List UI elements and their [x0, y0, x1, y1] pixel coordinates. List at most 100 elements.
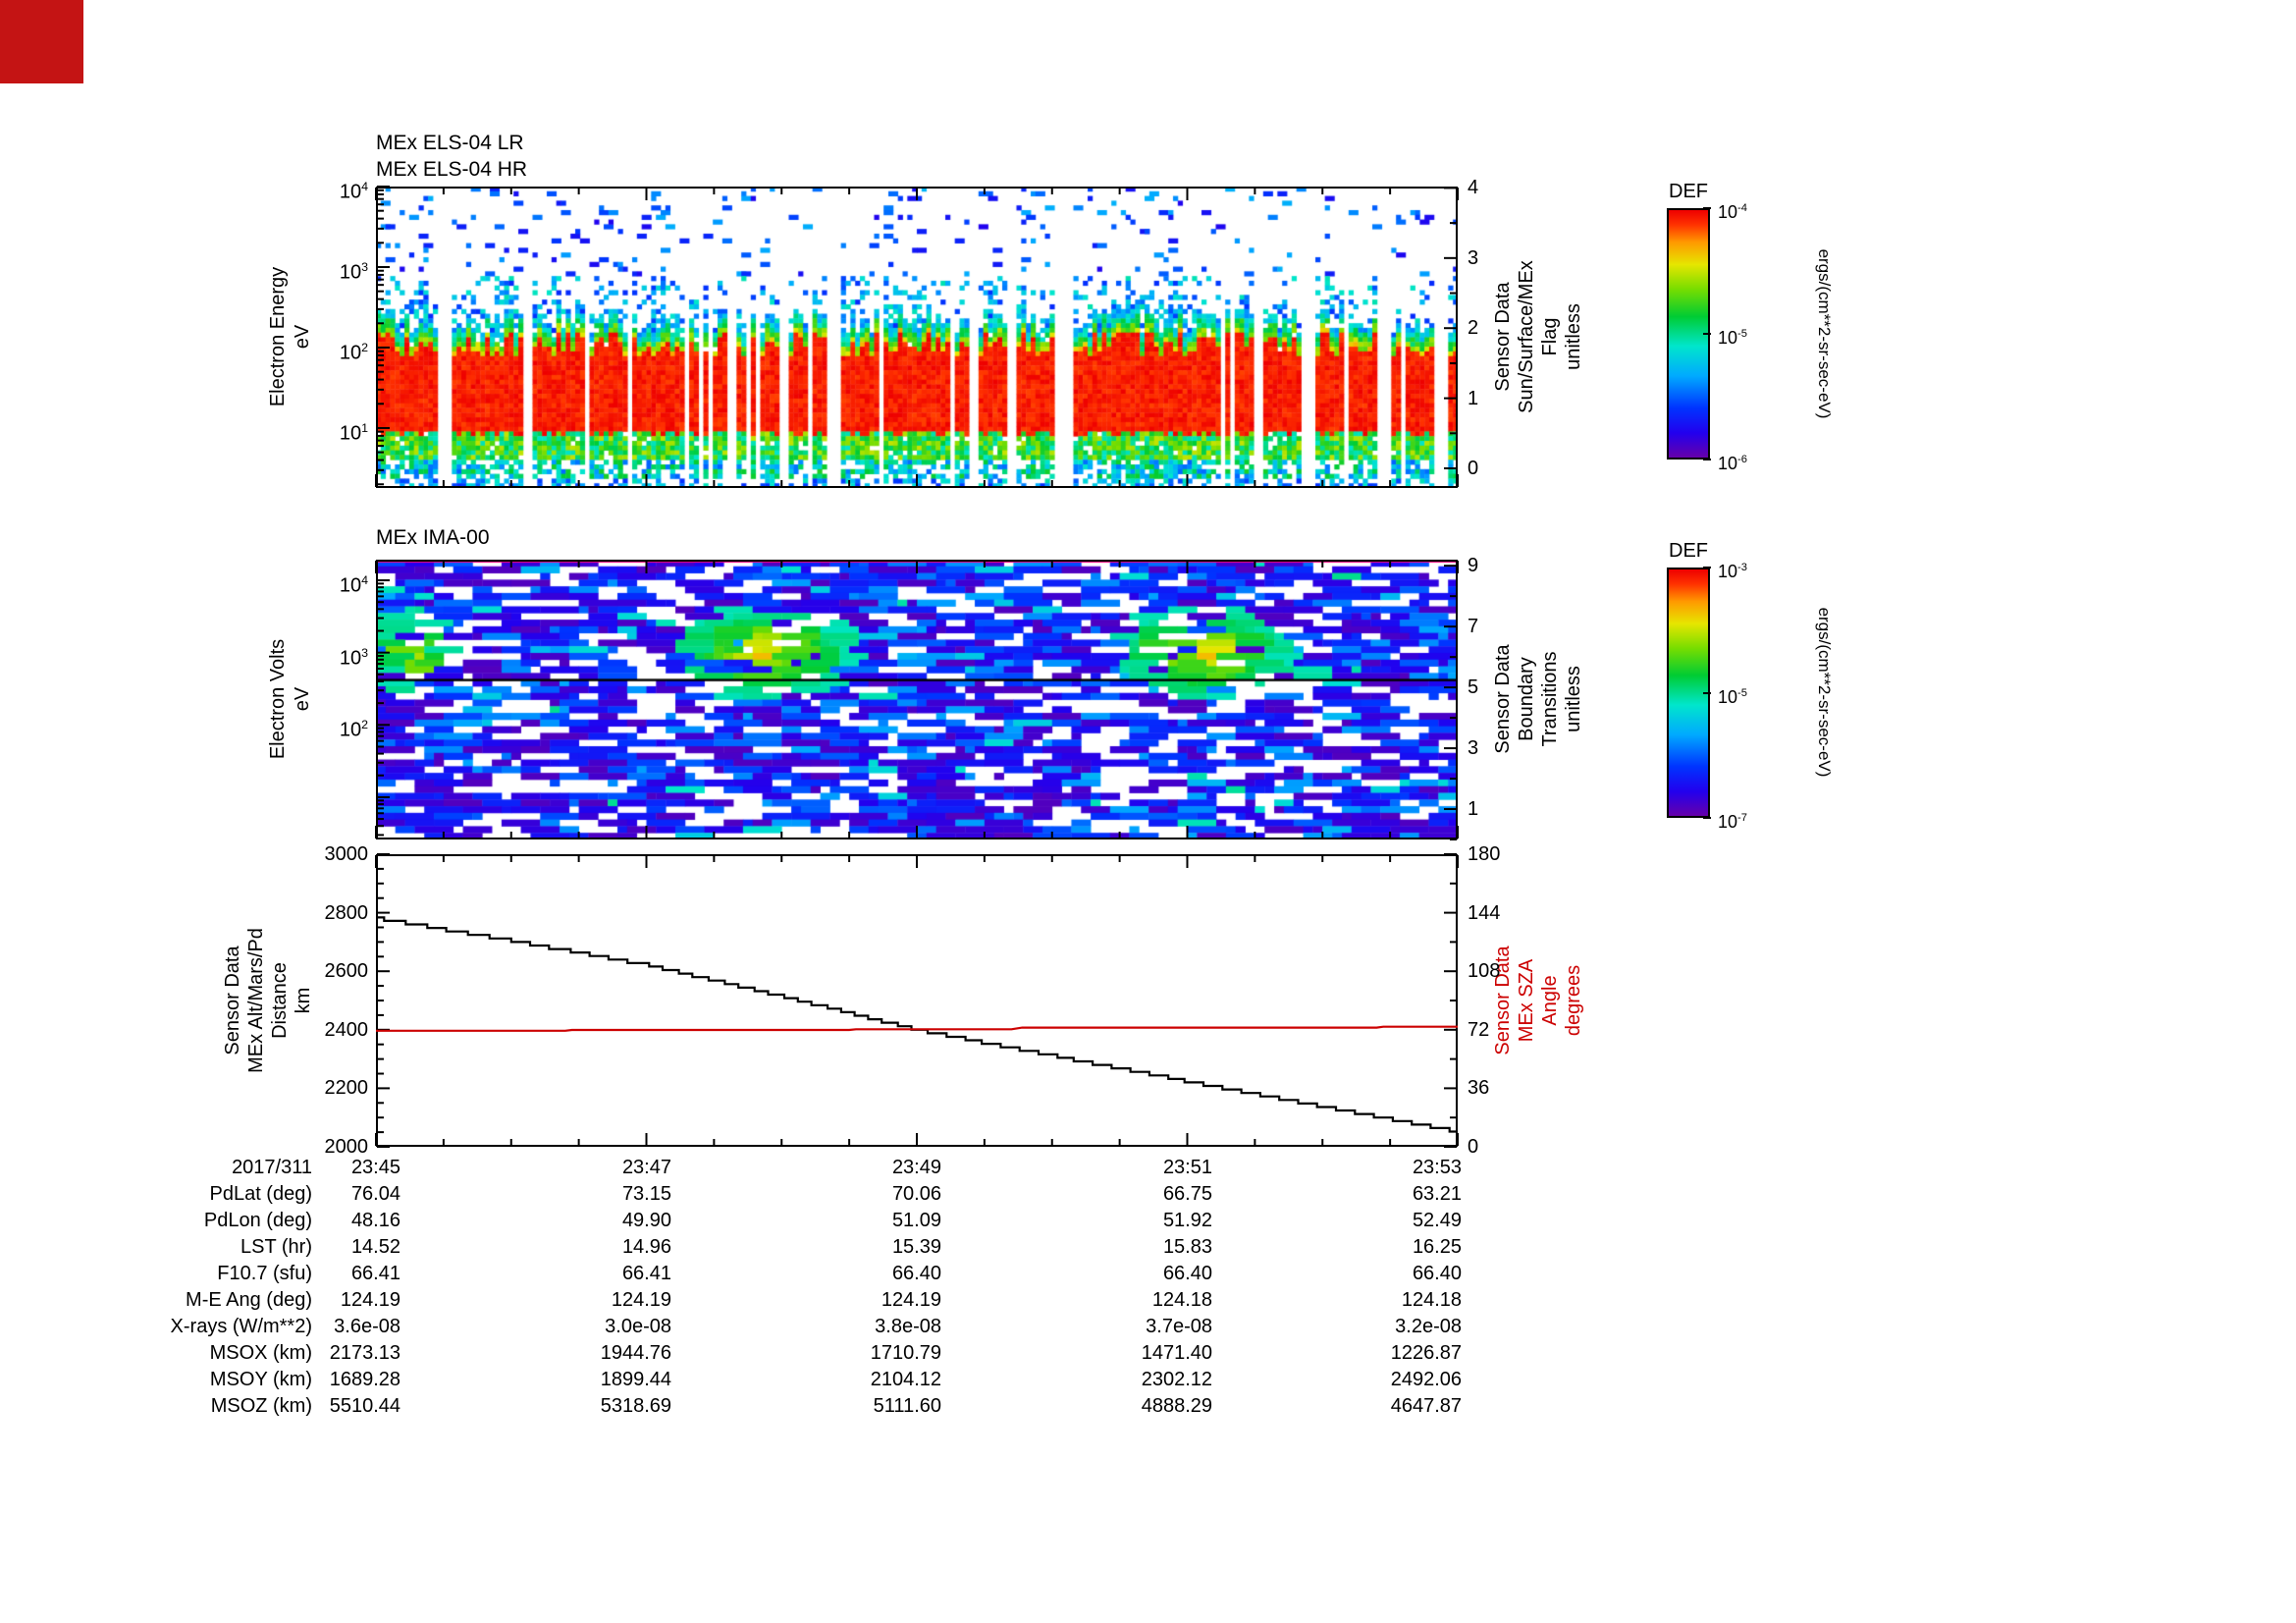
table-cell: 16.25	[1412, 1236, 1462, 1258]
ephem-right-tick-label: 108	[1468, 960, 1501, 983]
table-row-label: F10.7 (sfu)	[217, 1263, 312, 1284]
table-cell: 66.41	[350, 1263, 400, 1284]
ephem-left-tick-label: 2800	[324, 901, 369, 924]
table-row-label: MSOZ (km)	[210, 1395, 312, 1417]
ima-colorbar-tick-label: 10-5	[1718, 686, 1747, 707]
table-cell: 15.39	[891, 1236, 941, 1258]
ima-panel-title: MEx IMA-00	[376, 524, 490, 551]
table-cell: 51.92	[1162, 1210, 1212, 1231]
ephem-right-tick-label: 144	[1468, 901, 1501, 924]
table-row-label: 2017/311	[232, 1157, 312, 1178]
table-row-label: MSOX (km)	[209, 1342, 312, 1364]
els-right-tick-label: 3	[1468, 246, 1479, 269]
table-cell: 49.90	[621, 1210, 671, 1231]
ima-right-tick-label: 9	[1468, 555, 1479, 577]
table-cell: 63.21	[1412, 1183, 1462, 1205]
table-cell: 3.7e-08	[1146, 1316, 1212, 1337]
table-cell: 48.16	[350, 1210, 400, 1231]
ephem-left-tick-label: 2600	[324, 960, 369, 983]
els-colorbar	[1667, 208, 1710, 460]
ephem-right-tick-label: 72	[1468, 1018, 1490, 1041]
altitude-line	[376, 916, 1458, 1133]
table-cell: 23:49	[891, 1157, 941, 1178]
ima-y-tick-label: 104	[339, 573, 368, 597]
els-colorbar-tick-label-tick	[1703, 459, 1711, 460]
els-colorbar-tick-label-tick	[1703, 207, 1711, 209]
table-cell: 1944.76	[600, 1342, 671, 1364]
table-cell: 51.09	[891, 1210, 941, 1231]
table-cell: 66.41	[621, 1263, 671, 1284]
els-panel-title: MEx ELS-04 LR MEx ELS-04 HR	[376, 130, 527, 183]
els-y-tick-label: 104	[339, 180, 368, 203]
ima-title-line1: MEx IMA-00	[376, 526, 490, 549]
ephem-right-tick-label: 0	[1468, 1136, 1479, 1158]
table-cell: 124.19	[611, 1289, 671, 1311]
els-title-line2: MEx ELS-04 HR	[376, 158, 528, 181]
table-row-label: M-E Ang (deg)	[186, 1289, 312, 1311]
els-y-tick-label: 103	[339, 259, 368, 284]
ima-colorbar-title: DEF	[1669, 540, 1708, 562]
table-cell: 23:47	[621, 1157, 671, 1178]
ima-colorbar-tick-label-tick	[1703, 691, 1711, 694]
els-colorbar-tick-label-tick	[1703, 333, 1711, 335]
els-right-tick-label: 4	[1468, 177, 1479, 199]
ima-colorbar-tick-label-tick	[1703, 817, 1711, 819]
ima-right-tick-label: 1	[1468, 798, 1479, 821]
ima-colorbar-tick-label-tick	[1703, 567, 1711, 568]
table-cell: 3.0e-08	[605, 1316, 671, 1337]
table-cell: 1710.79	[870, 1342, 941, 1364]
table-cell: 14.52	[350, 1236, 400, 1258]
table-cell: 66.40	[891, 1263, 941, 1284]
table-cell: 52.49	[1412, 1210, 1462, 1231]
els-y-tick-label: 102	[339, 340, 368, 364]
table-row-label: LST (hr)	[240, 1236, 312, 1258]
els-title-line1: MEx ELS-04 LR	[376, 132, 524, 154]
ephem-left-tick-label: 2000	[324, 1136, 369, 1158]
table-cell: 124.18	[1151, 1289, 1212, 1311]
table-cell: 23:51	[1162, 1157, 1212, 1178]
table-cell: 3.6e-08	[334, 1316, 400, 1337]
ima-colorbar-tick-label: 10-3	[1718, 562, 1747, 581]
table-cell: 5318.69	[600, 1395, 671, 1417]
ima-right-tick-label: 7	[1468, 616, 1479, 638]
els-right-tick-label: 1	[1468, 387, 1479, 409]
table-row-label: PdLon (deg)	[203, 1210, 312, 1231]
els-right-tick-label: 0	[1468, 458, 1479, 479]
ima-y-tick-label: 102	[339, 718, 368, 741]
table-cell: 2104.12	[870, 1369, 941, 1390]
table-cell: 73.15	[621, 1183, 671, 1205]
table-cell: 76.04	[350, 1183, 400, 1205]
ephem-right-tick-label: 180	[1468, 843, 1501, 865]
ima-right-tick-label: 5	[1468, 676, 1479, 699]
table-row-label: X-rays (W/m**2)	[170, 1316, 312, 1337]
table-cell: 1689.28	[329, 1369, 400, 1390]
table-cell: 2492.06	[1390, 1369, 1462, 1390]
ephem-right-tick-label: 36	[1468, 1077, 1490, 1100]
els-colorbar-unit-label: ergs/(cm**2-sr-sec-eV)	[1815, 248, 1834, 419]
ephem-left-tick-label: 2400	[324, 1018, 369, 1041]
table-cell: 70.06	[891, 1183, 941, 1205]
table-cell: 23:45	[350, 1157, 400, 1178]
table-cell: 14.96	[621, 1236, 671, 1258]
sza-line	[376, 1025, 1458, 1032]
ima-axes-frame	[375, 560, 1459, 840]
els-y-tick-label: 101	[339, 420, 368, 445]
els-colorbar-tick-label: 10-5	[1718, 328, 1747, 348]
table-cell: 1899.44	[600, 1369, 671, 1390]
table-row-label: PdLat (deg)	[209, 1183, 312, 1205]
table-cell: 15.83	[1162, 1236, 1212, 1258]
screen-corner-red-marker	[0, 0, 83, 83]
ima-y-tick-label: 103	[339, 645, 368, 670]
table-cell: 66.40	[1162, 1263, 1212, 1284]
table-cell: 66.75	[1162, 1183, 1212, 1205]
table-cell: 4647.87	[1390, 1395, 1462, 1417]
els-spectrogram	[376, 187, 1458, 488]
els-colorbar-tick-label: 10-6	[1718, 454, 1747, 473]
ima-colorbar-unit-label: ergs/(cm**2-sr-sec-eV)	[1815, 607, 1834, 778]
table-cell: 23:53	[1412, 1157, 1462, 1178]
table-cell: 1471.40	[1141, 1342, 1212, 1364]
table-cell: 1226.87	[1390, 1342, 1462, 1364]
els-colorbar-title: DEF	[1669, 181, 1708, 202]
table-cell: 66.40	[1412, 1263, 1462, 1284]
